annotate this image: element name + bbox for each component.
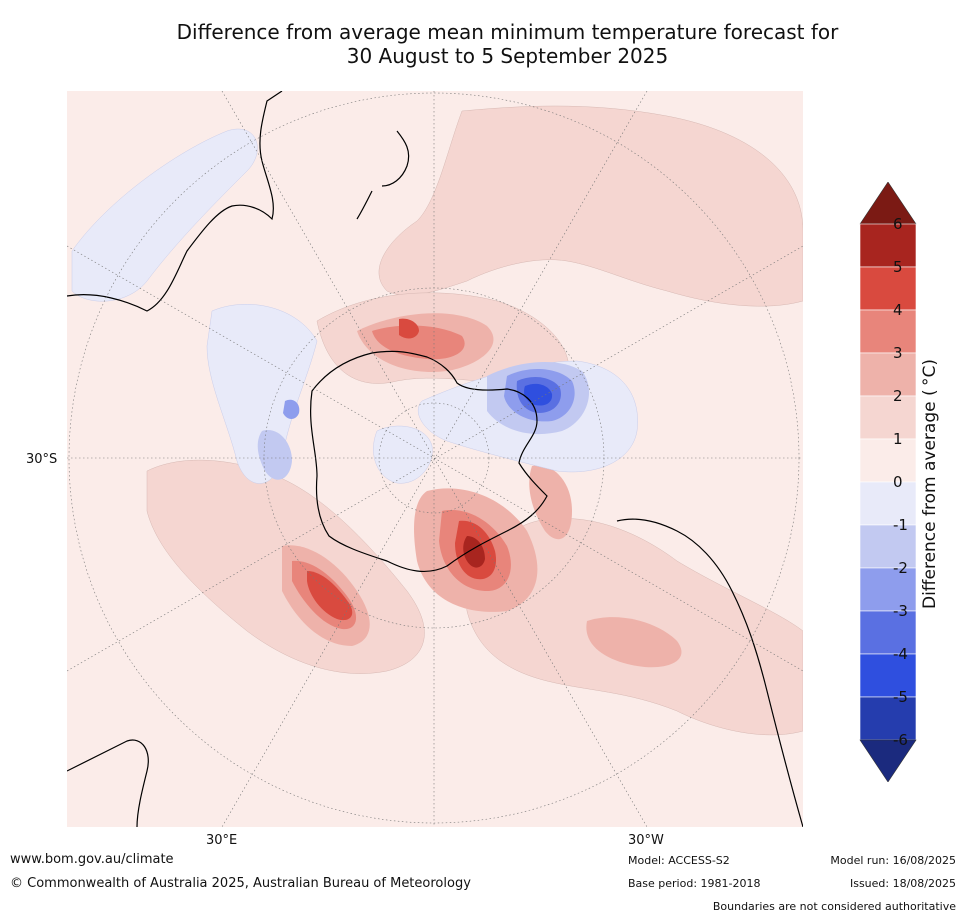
- anomaly-3to4-b: [307, 571, 353, 621]
- anomaly-neg-small-east: [283, 399, 300, 419]
- colorbar-band: [859, 567, 917, 612]
- new-zealand-north: [381, 130, 410, 187]
- colorbar-tick-label: 6: [893, 215, 903, 233]
- australia-coast: [67, 91, 283, 312]
- colorbar-band: [859, 223, 917, 268]
- map-canvas: [67, 91, 803, 827]
- graticule: [67, 91, 803, 827]
- title-line-1: Difference from average mean minimum tem…: [176, 20, 839, 44]
- colorbar-band: [859, 610, 917, 655]
- title-line-2: 30 August to 5 September 2025: [346, 44, 669, 68]
- southern-africa-coast: [67, 739, 149, 827]
- colorbar-extend-bottom: [859, 739, 917, 783]
- colorbar-label: Difference from average ( °C): [920, 358, 940, 610]
- anomaly-positive-pacific: [378, 105, 803, 307]
- lat-label-30s: 30°S: [26, 452, 58, 467]
- anomaly-4to5: [463, 536, 485, 568]
- colorbar-tick-label: 2: [893, 387, 903, 405]
- footer-disclaimer: Boundaries are not considered authoritat…: [712, 900, 956, 913]
- footer-base-period: Base period: 1981-2018: [628, 877, 761, 890]
- anomaly-1to2-d: [529, 465, 572, 540]
- colorbar-svg: [859, 181, 917, 783]
- new-zealand-south: [356, 190, 373, 220]
- colorbar-band: [859, 352, 917, 397]
- colorbar-band: [859, 481, 917, 526]
- footer-model: Model: ACCESS-S2: [628, 854, 730, 867]
- lon-label-30w: 30°W: [628, 833, 664, 848]
- footer-issued: Issued: 18/08/2025: [849, 877, 956, 890]
- colorbar-tick-label: 1: [893, 430, 903, 448]
- colorbar-band: [859, 309, 917, 354]
- colorbar-band: [859, 266, 917, 311]
- colorbar-band: [859, 524, 917, 569]
- lon-label-30e: 30°E: [206, 833, 238, 848]
- footer-copyright: © Commonwealth of Australia 2025, Austra…: [10, 876, 471, 891]
- map-panel: [67, 91, 803, 827]
- anomaly-neg4to5: [524, 383, 553, 406]
- antarctica-coast: [310, 350, 548, 572]
- footer-model-run: Model run: 16/08/2025: [830, 854, 956, 867]
- anomaly-negative-tasman: [71, 128, 258, 302]
- colorbar-tick-label: -1: [893, 516, 908, 534]
- colorbar-tick-label: -4: [893, 645, 908, 663]
- colorbar-tick-label: -5: [893, 688, 908, 706]
- colorbar-tick-label: 4: [893, 301, 903, 319]
- colorbar-tick-label: 3: [893, 344, 903, 362]
- chart-title: Difference from average mean minimum tem…: [0, 20, 965, 68]
- colorbar-band: [859, 395, 917, 440]
- colorbar-extend-top: [859, 181, 917, 225]
- colorbar-tick-label: 5: [893, 258, 903, 276]
- colorbar-band: [859, 696, 917, 741]
- anomaly-3to4-c: [399, 318, 419, 339]
- colorbar-tick-label: -6: [893, 731, 908, 749]
- colorbar: [858, 181, 918, 783]
- colorbar-tick-label: -2: [893, 559, 908, 577]
- anomaly-1to2-e: [586, 617, 682, 668]
- colorbar-band: [859, 438, 917, 483]
- colorbar-tick-label: -3: [893, 602, 908, 620]
- footer-website: www.bom.gov.au/climate: [10, 852, 174, 867]
- colorbar-tick-label: 0: [893, 473, 903, 491]
- south-america-coast: [616, 518, 803, 827]
- coastlines: [67, 91, 803, 827]
- anomaly-neg1to2-b: [257, 430, 292, 480]
